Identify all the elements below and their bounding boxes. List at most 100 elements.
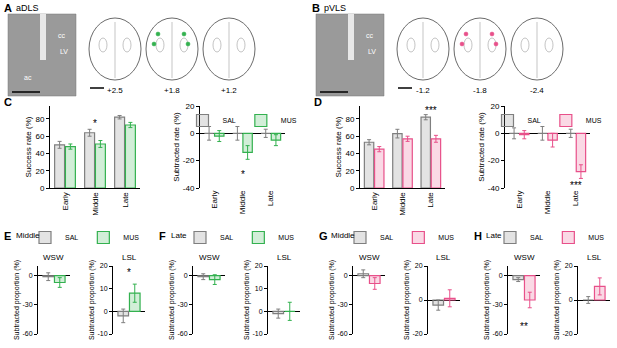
svg-text:80: 80 xyxy=(35,115,44,124)
svg-text:Subtracted proportion (%): Subtracted proportion (%) xyxy=(553,260,561,340)
svg-text:Middle: Middle xyxy=(331,231,355,240)
svg-text:D: D xyxy=(314,96,322,108)
svg-text:C: C xyxy=(4,96,12,108)
svg-text:***: *** xyxy=(570,180,582,191)
svg-text:Subtracted proportion (%): Subtracted proportion (%) xyxy=(243,260,251,340)
svg-text:20: 20 xyxy=(490,102,499,111)
svg-text:Late: Late xyxy=(486,231,502,240)
svg-text:Success rate (%): Success rate (%) xyxy=(334,116,343,177)
svg-text:Subtracted proportion (%): Subtracted proportion (%) xyxy=(88,260,96,340)
svg-text:-10: -10 xyxy=(97,330,107,337)
svg-text:Subtracted rate (%): Subtracted rate (%) xyxy=(172,112,181,182)
svg-text:H: H xyxy=(474,230,482,242)
svg-text:-20: -20 xyxy=(488,156,500,165)
svg-text:LSL: LSL xyxy=(122,253,137,262)
svg-text:0: 0 xyxy=(569,296,573,303)
svg-text:20: 20 xyxy=(345,167,354,176)
svg-text:Late: Late xyxy=(426,192,435,208)
svg-text:-60: -60 xyxy=(22,330,32,337)
svg-text:F: F xyxy=(159,230,166,242)
svg-text:MUS: MUS xyxy=(586,117,602,124)
svg-text:***: *** xyxy=(425,105,437,116)
svg-text:WSW: WSW xyxy=(43,253,64,262)
svg-text:MUS: MUS xyxy=(281,117,297,124)
svg-text:0: 0 xyxy=(344,272,348,279)
svg-text:ac: ac xyxy=(24,74,32,81)
svg-text:-20: -20 xyxy=(412,330,422,337)
svg-text:SAL: SAL xyxy=(380,234,393,241)
svg-text:40: 40 xyxy=(345,149,354,158)
svg-text:LSL: LSL xyxy=(277,253,292,262)
svg-text:WSW: WSW xyxy=(199,253,220,262)
svg-text:0: 0 xyxy=(29,272,33,279)
svg-text:Middle: Middle xyxy=(398,192,407,216)
svg-text:Early: Early xyxy=(210,191,219,209)
svg-text:G: G xyxy=(319,230,328,242)
svg-text:*: * xyxy=(127,267,131,278)
svg-text:60: 60 xyxy=(35,132,44,141)
svg-text:Subtracted proportion (%): Subtracted proportion (%) xyxy=(168,260,176,340)
svg-text:SAL: SAL xyxy=(220,234,233,241)
svg-text:Subtracted proportion (%): Subtracted proportion (%) xyxy=(328,260,336,340)
svg-text:*: * xyxy=(93,118,97,129)
svg-text:cc: cc xyxy=(366,32,374,39)
svg-text:0: 0 xyxy=(350,184,355,193)
svg-text:LV: LV xyxy=(368,48,376,55)
svg-text:80: 80 xyxy=(345,115,354,124)
svg-text:E: E xyxy=(4,230,11,242)
svg-text:-40: -40 xyxy=(183,184,195,193)
svg-text:Subtracted proportion (%): Subtracted proportion (%) xyxy=(13,260,21,340)
svg-text:LSL: LSL xyxy=(436,253,451,262)
svg-text:-20: -20 xyxy=(183,156,195,165)
svg-text:Late: Late xyxy=(171,231,187,240)
svg-text:-60: -60 xyxy=(337,330,347,337)
svg-text:+2.5: +2.5 xyxy=(107,86,123,95)
svg-text:-30: -30 xyxy=(22,301,32,308)
svg-text:60: 60 xyxy=(345,132,354,141)
svg-text:0: 0 xyxy=(495,129,500,138)
svg-text:Middle: Middle xyxy=(16,231,40,240)
svg-text:SAL: SAL xyxy=(530,234,543,241)
svg-text:Early: Early xyxy=(370,192,379,210)
svg-text:Subtracted proportion (%): Subtracted proportion (%) xyxy=(483,260,491,340)
svg-text:-2.4: -2.4 xyxy=(530,86,544,95)
svg-text:20: 20 xyxy=(255,262,263,269)
svg-text:20: 20 xyxy=(415,262,423,269)
svg-text:Early: Early xyxy=(61,192,70,210)
svg-text:aDLS: aDLS xyxy=(16,3,39,13)
svg-text:SAL: SAL xyxy=(528,117,541,124)
svg-text:Late: Late xyxy=(266,190,275,206)
svg-text:-10: -10 xyxy=(252,330,262,337)
svg-text:SAL: SAL xyxy=(65,234,78,241)
svg-text:20: 20 xyxy=(185,102,194,111)
svg-text:-1.2: -1.2 xyxy=(416,86,430,95)
svg-text:+1.8: +1.8 xyxy=(164,86,180,95)
svg-text:20: 20 xyxy=(100,262,108,269)
svg-text:Late: Late xyxy=(571,190,580,206)
svg-text:-30: -30 xyxy=(492,301,502,308)
svg-text:cc: cc xyxy=(58,32,66,39)
svg-text:0: 0 xyxy=(40,184,45,193)
svg-text:Middle: Middle xyxy=(91,192,100,216)
svg-text:Late: Late xyxy=(121,192,130,208)
svg-text:WSW: WSW xyxy=(514,253,535,262)
svg-text:**: ** xyxy=(520,321,528,332)
svg-text:MUS: MUS xyxy=(438,234,454,241)
svg-text:B: B xyxy=(312,2,320,14)
svg-text:MUS: MUS xyxy=(123,234,139,241)
svg-text:0: 0 xyxy=(190,129,195,138)
svg-text:-60: -60 xyxy=(177,330,187,337)
svg-text:-1.8: -1.8 xyxy=(473,86,487,95)
svg-text:A: A xyxy=(4,2,12,14)
svg-text:0: 0 xyxy=(104,308,108,315)
svg-text:10: 10 xyxy=(255,285,263,292)
svg-text:20: 20 xyxy=(565,262,573,269)
svg-text:LV: LV xyxy=(60,48,68,55)
svg-text:20: 20 xyxy=(35,167,44,176)
svg-text:Middle: Middle xyxy=(238,190,247,214)
svg-text:Subtracted rate (%): Subtracted rate (%) xyxy=(477,112,486,182)
svg-text:-60: -60 xyxy=(492,330,502,337)
svg-text:LSL: LSL xyxy=(587,253,602,262)
svg-text:*: * xyxy=(241,169,245,180)
svg-text:SAL: SAL xyxy=(223,117,236,124)
